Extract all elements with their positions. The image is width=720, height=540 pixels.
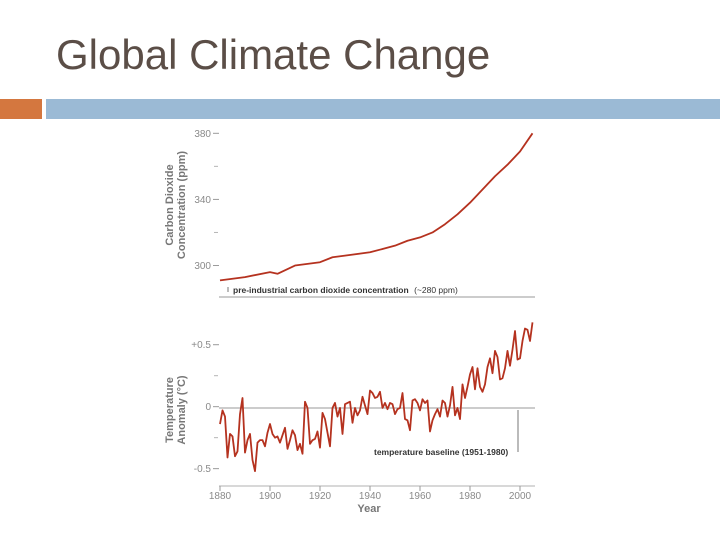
- x-tick-label: 1940: [359, 491, 382, 502]
- co2-series-line: [219, 132, 534, 282]
- x-tick-label: 2000: [509, 491, 532, 502]
- preindustrial-label-paren: (~280 ppm): [414, 285, 458, 295]
- temp-series-line: [219, 322, 534, 473]
- x-tick-label: 1980: [459, 491, 482, 502]
- x-axis-title: Year: [357, 503, 381, 515]
- x-tick-label: 1880: [209, 491, 232, 502]
- co2-ytick-label: 300: [194, 261, 211, 272]
- x-tick-label: 1920: [309, 491, 332, 502]
- co2-ylabel-line1: Carbon Dioxide: [164, 164, 176, 245]
- temp-ytick-label: 0: [205, 402, 211, 413]
- temp-ytick-label: -0.5: [194, 464, 212, 475]
- co2-ytick-label: 340: [194, 195, 211, 206]
- co2-ylabel-line2: Concentration (ppm): [176, 151, 188, 259]
- accent-bar-orange: [0, 99, 42, 119]
- preindustrial-label-bold: pre-industrial carbon dioxide concentrat…: [233, 285, 409, 295]
- temp-ytick-label: +0.5: [191, 340, 211, 351]
- co2-ytick-label: 380: [194, 129, 211, 140]
- x-tick-label: 1900: [259, 491, 282, 502]
- slide-title: Global Climate Change: [56, 31, 491, 78]
- accent-bar-blue: [46, 99, 720, 119]
- temp-baseline-label: temperature baseline (1951-1980): [374, 447, 508, 457]
- x-tick-label: 1960: [409, 491, 432, 502]
- preindustrial-label: pre-industrial carbon dioxide concentrat…: [233, 285, 458, 295]
- temp-ylabel-line2: Anomaly (°C): [176, 375, 188, 445]
- temp-ylabel-line1: Temperature: [164, 377, 176, 443]
